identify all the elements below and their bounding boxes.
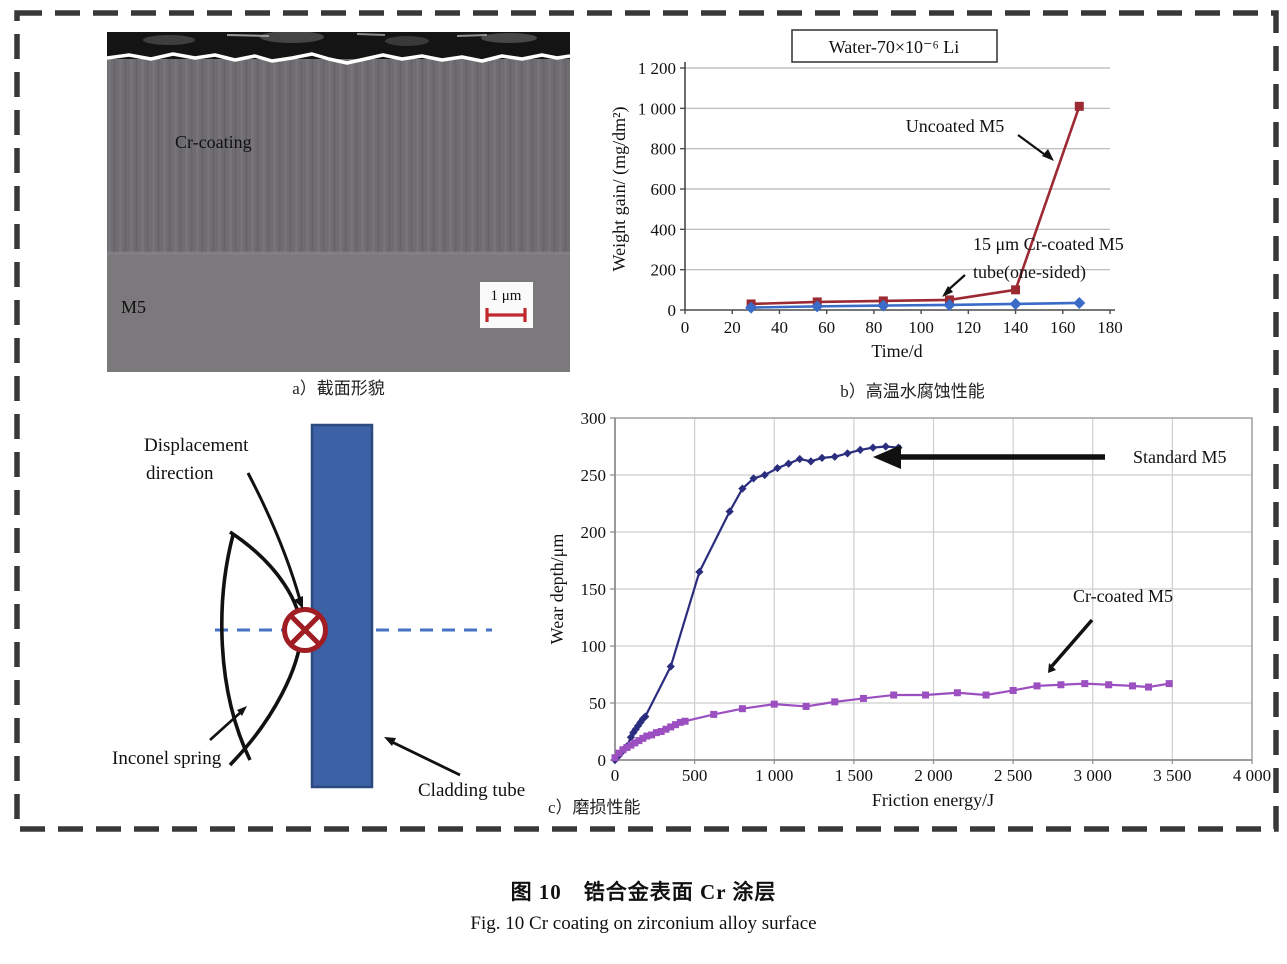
corrosion-chart-gridlines xyxy=(685,67,1110,271)
series-15-m-cr-coated-m5-tube-one-sided xyxy=(745,296,1086,314)
scale-bar: 1 μm xyxy=(480,282,533,328)
svg-text:120: 120 xyxy=(956,318,982,337)
svg-text:800: 800 xyxy=(651,140,677,159)
arrow-head xyxy=(873,445,901,469)
panel-a-caption: a）截面形貌 xyxy=(292,379,385,398)
coated-m5-label-line2: tube(one-sided) xyxy=(973,262,1086,283)
arrow-head xyxy=(1042,149,1054,161)
svg-text:100: 100 xyxy=(908,318,934,337)
panel-c-caption: c）磨损性能 xyxy=(548,798,641,817)
scale-bar-label: 1 μm xyxy=(491,288,522,304)
svg-text:1 000: 1 000 xyxy=(755,766,793,785)
figure-dashed-border xyxy=(14,10,1279,832)
svg-text:250: 250 xyxy=(581,466,607,485)
coated-m5-label-line1: 15 μm Cr-coated M5 xyxy=(973,234,1124,254)
cr-coating-region xyxy=(107,58,570,254)
m5-label: M5 xyxy=(121,297,146,317)
svg-text:3 500: 3 500 xyxy=(1153,766,1191,785)
cr-coated-m5-label: Cr-coated M5 xyxy=(1073,586,1173,606)
uncoated-m5-annotation: Uncoated M5 xyxy=(906,116,1054,161)
y-axis-title: Wear depth/μm xyxy=(547,534,567,645)
svg-text:1 500: 1 500 xyxy=(835,766,873,785)
cladding-tube-label: Cladding tube xyxy=(418,780,525,800)
displacement-direction-label-line2: direction xyxy=(146,463,214,484)
svg-text:20: 20 xyxy=(724,318,741,337)
inconel-spring-label: Inconel spring xyxy=(112,748,222,769)
arrow-head xyxy=(1048,663,1056,673)
svg-text:60: 60 xyxy=(818,318,835,337)
standard-m5-label: Standard M5 xyxy=(1133,447,1227,467)
svg-text:400: 400 xyxy=(651,220,677,239)
figure-caption-en: Fig. 10 Cr coating on zirconium alloy su… xyxy=(470,913,817,934)
svg-text:1 000: 1 000 xyxy=(638,99,676,118)
cladding-tube xyxy=(310,423,374,789)
tube-arrow xyxy=(384,737,461,777)
svg-text:0: 0 xyxy=(668,301,677,320)
svg-text:40: 40 xyxy=(771,318,788,337)
svg-text:150: 150 xyxy=(581,580,607,599)
chart-title-box: Water-70×10⁻⁶ Li xyxy=(791,29,998,63)
standard-m5-annotation: Standard M5 xyxy=(873,445,1227,469)
corrosion-chart-axes xyxy=(680,62,1115,314)
svg-text:100: 100 xyxy=(581,637,607,656)
svg-text:2 500: 2 500 xyxy=(994,766,1032,785)
svg-text:1 200: 1 200 xyxy=(638,59,676,78)
displacement-into-page-symbol xyxy=(282,607,328,653)
x-axis-title: Friction energy/J xyxy=(872,790,994,810)
displacement-arrow xyxy=(246,472,303,609)
cr-coated-m5-annotation: Cr-coated M5 xyxy=(1048,586,1173,673)
fretting-test-diagram: Displacement direction Inconel spring Cl… xyxy=(112,423,525,800)
chart-title: Water-70×10⁻⁶ Li xyxy=(829,37,960,57)
y-axis-title: Weight gain/ (mg/dm²) xyxy=(609,107,630,272)
svg-text:200: 200 xyxy=(581,523,607,542)
coating-surface-highlight xyxy=(107,52,570,65)
series-standard-m5 xyxy=(610,442,903,765)
cr-coating-label: Cr-coating xyxy=(175,132,252,152)
svg-text:4 000: 4 000 xyxy=(1233,766,1271,785)
svg-text:2 000: 2 000 xyxy=(914,766,952,785)
svg-text:500: 500 xyxy=(682,766,708,785)
wear-chart-tick-labels: 0 50 100 150 200 250 300 0 500 1 000 1 500 2 000 2 5… xyxy=(581,409,1272,785)
svg-text:160: 160 xyxy=(1050,318,1076,337)
sem-micrograph: Cr-coating M5 1 μm xyxy=(107,32,570,372)
svg-text:300: 300 xyxy=(581,409,607,428)
svg-text:50: 50 xyxy=(589,694,606,713)
spring-arrow xyxy=(209,706,247,741)
svg-text:0: 0 xyxy=(611,766,620,785)
svg-text:0: 0 xyxy=(681,318,690,337)
svg-text:140: 140 xyxy=(1003,318,1029,337)
corrosion-chart: 0 200 400 600 800 1 000 1 200 0 20 40 60 80 100 120 14… xyxy=(609,29,1124,361)
displacement-direction-label-line1: Displacement xyxy=(144,435,249,456)
coated-m5-annotation: 15 μm Cr-coated M5 tube(one-sided) xyxy=(942,234,1124,297)
panel-b-caption: b）高温水腐蚀性能 xyxy=(840,382,985,401)
x-axis-title: Time/d xyxy=(871,341,922,361)
corrosion-chart-tick-labels: 0 200 400 600 800 1 000 1 200 0 20 40 60 80 100 120 14… xyxy=(638,59,1123,337)
svg-text:600: 600 xyxy=(651,180,677,199)
uncoated-m5-label: Uncoated M5 xyxy=(906,116,1004,136)
svg-text:180: 180 xyxy=(1097,318,1123,337)
series-cr-coated-m5 xyxy=(611,680,1173,762)
svg-text:0: 0 xyxy=(598,751,607,770)
svg-text:80: 80 xyxy=(865,318,882,337)
svg-text:200: 200 xyxy=(651,261,677,280)
svg-text:3 000: 3 000 xyxy=(1074,766,1112,785)
figure-caption-zh: 图 10 锆合金表面 Cr 涂层 xyxy=(510,880,777,904)
wear-chart: 0 50 100 150 200 250 300 0 500 1 000 1 500 2 000 2 5… xyxy=(547,409,1272,810)
arrow-head xyxy=(942,286,953,297)
